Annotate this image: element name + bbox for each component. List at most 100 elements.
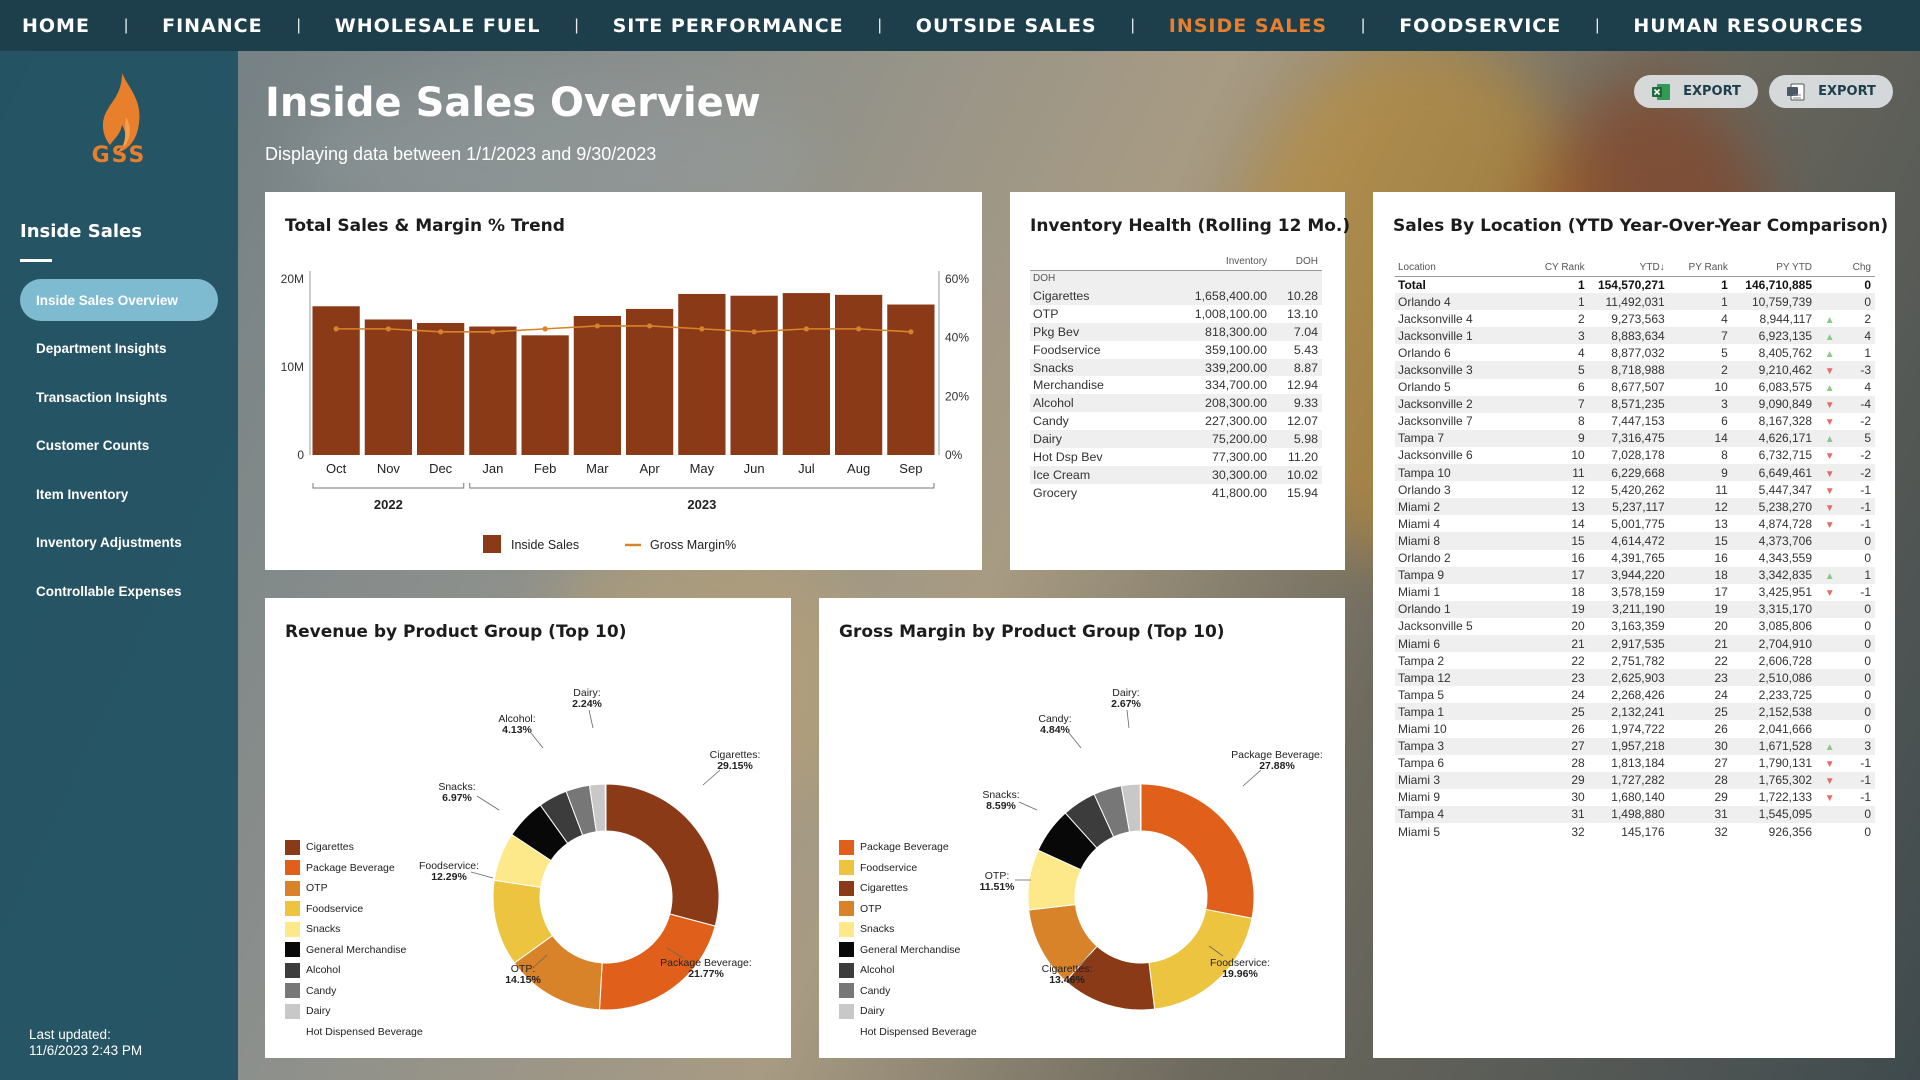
ytd-value: 5,237,117	[1588, 498, 1669, 516]
legend-item[interactable]: Package Beverage	[285, 858, 423, 879]
bar-inside-sales[interactable]	[887, 304, 935, 455]
legend-item[interactable]: Snacks	[839, 919, 977, 940]
bar-inside-sales[interactable]	[835, 294, 883, 455]
rank-change: -1	[1860, 482, 1871, 497]
point-gross-margin[interactable]	[751, 329, 757, 335]
point-gross-margin[interactable]	[385, 326, 391, 332]
sidebar-item-item-inventory[interactable]: Item Inventory	[36, 486, 129, 502]
donut-slice-hot-dispensed-beverage[interactable]	[1139, 783, 1142, 832]
ytd-value: 3,163,359	[1611, 619, 1665, 634]
nav-item-site-performance[interactable]: SITE PERFORMANCE	[612, 14, 844, 37]
data-label-name: Package Beverage:	[660, 957, 752, 969]
legend-item[interactable]: OTP	[285, 878, 423, 899]
legend-item[interactable]: General Merchandise	[839, 940, 977, 961]
point-gross-margin[interactable]	[856, 326, 862, 332]
legend-item[interactable]: Cigarettes	[285, 837, 423, 858]
legend-item[interactable]: Foodservice	[839, 858, 977, 879]
nav-item-outside-sales[interactable]: OUTSIDE SALES	[915, 14, 1097, 37]
point-gross-margin[interactable]	[699, 326, 705, 332]
data-label-leader	[702, 769, 721, 786]
ytd-value: 1,813,184	[1611, 756, 1665, 771]
point-gross-margin[interactable]	[490, 329, 496, 335]
legend-swatch	[839, 1024, 854, 1040]
legend-item[interactable]: Dairy	[285, 1001, 423, 1022]
export-excel-button[interactable]: EXPORT	[1634, 75, 1758, 108]
legend-item[interactable]: Dairy	[839, 1001, 977, 1022]
legend-item[interactable]: Foodservice	[285, 899, 423, 920]
bar-inside-sales[interactable]	[573, 315, 621, 455]
table-row: Jacksonville 7 8 7,447,153 6 8,167,328 ▼ -2	[1395, 413, 1875, 430]
bar-inside-sales[interactable]	[521, 335, 569, 455]
doh-value: 12.94	[1286, 378, 1318, 393]
bar-inside-sales[interactable]	[469, 326, 517, 455]
legend-item[interactable]: Hot Dispensed Beverage	[285, 1022, 423, 1043]
location-name: Tampa 7	[1395, 429, 1522, 447]
nav-item-human-resources[interactable]: HUMAN RESOURCES	[1633, 14, 1864, 37]
bar-inside-sales[interactable]	[782, 293, 830, 455]
sidebar-item-department-insights[interactable]: Department Insights	[36, 341, 167, 356]
x-tick-label: Mar	[586, 461, 609, 476]
legend-label: Dairy	[860, 1005, 885, 1018]
column-header[interactable]: CY Rank	[1521, 260, 1589, 277]
sidebar-item-inventory-adjustments[interactable]: Inventory Adjustments	[36, 535, 182, 550]
legend-item[interactable]: Snacks	[285, 919, 423, 940]
last-updated: Last updated: 11/6/2023 2:43 PM	[29, 1027, 142, 1059]
py-ytd-value: 1,671,528	[1731, 737, 1817, 755]
point-gross-margin[interactable]	[803, 326, 809, 332]
point-gross-margin[interactable]	[594, 323, 600, 329]
legend-item[interactable]: Candy	[839, 981, 977, 1002]
legend-item[interactable]: Candy	[285, 981, 423, 1002]
card-title: Total Sales & Margin % Trend	[285, 216, 565, 236]
legend-item[interactable]: OTP	[839, 899, 977, 920]
py-ytd-value: 3,425,951	[1758, 585, 1813, 600]
column-header[interactable]: Location	[1395, 260, 1522, 277]
donut-slice-package-beverage[interactable]	[1140, 783, 1255, 919]
x-tick-label: May	[690, 461, 715, 476]
nav-separator: |	[1130, 16, 1135, 34]
nav-item-foodservice[interactable]: FOODSERVICE	[1399, 14, 1562, 37]
bar-inside-sales[interactable]	[730, 295, 778, 455]
point-gross-margin[interactable]	[647, 323, 653, 329]
table-row: Hot Dsp Bev 77,300.00 11.20	[1030, 448, 1322, 466]
point-gross-margin[interactable]	[542, 326, 548, 332]
data-label-value: 13.46%	[1049, 974, 1085, 986]
rank-change: 4	[1843, 327, 1875, 345]
sidebar-item-inside-sales-overview[interactable]: Inside Sales Overview	[20, 279, 218, 321]
point-gross-margin[interactable]	[908, 329, 914, 335]
nav-item-wholesale-fuel[interactable]: WHOLESALE FUEL	[334, 14, 541, 37]
nav-item-home[interactable]: HOME	[22, 14, 90, 37]
legend-item[interactable]: Hot Dispensed Beverage	[839, 1022, 977, 1043]
legend-item[interactable]: Package Beverage	[839, 837, 977, 858]
donut-slice-hot-dispensed-beverage[interactable]	[604, 783, 607, 832]
column-header[interactable]: PY YTD	[1731, 260, 1817, 277]
legend-label: OTP	[860, 902, 882, 915]
legend-item[interactable]: Cigarettes	[839, 878, 977, 899]
donut-slice-cigarettes[interactable]	[605, 783, 720, 927]
sidebar-item-customer-counts[interactable]: Customer Counts	[36, 438, 150, 453]
legend-item[interactable]: General Merchandise	[285, 940, 423, 961]
point-gross-margin[interactable]	[438, 329, 444, 335]
nav-item-finance[interactable]: FINANCE	[162, 14, 263, 37]
data-label-value: 2.67%	[1111, 698, 1141, 710]
nav-item-inside-sales[interactable]: INSIDE SALES	[1168, 14, 1328, 37]
data-label-leader	[476, 795, 500, 811]
column-header[interactable]: Chg	[1843, 260, 1875, 277]
bar-inside-sales[interactable]	[678, 293, 726, 455]
bar-inside-sales[interactable]	[364, 319, 412, 455]
bar-inside-sales[interactable]	[417, 323, 465, 455]
sidebar-item-controllable-expenses[interactable]: Controllable Expenses	[36, 583, 182, 599]
point-gross-margin[interactable]	[333, 326, 339, 332]
location-name: Miami 10	[1398, 721, 1447, 736]
legend-item[interactable]: Alcohol	[839, 960, 977, 981]
bar-inside-sales[interactable]	[626, 308, 674, 455]
column-header[interactable]: PY Rank	[1668, 260, 1732, 277]
sidebar-item-transaction-insights[interactable]: Transaction Insights	[36, 389, 168, 405]
column-header[interactable]: Inventory	[1225, 255, 1268, 267]
column-header[interactable]: DOH	[1295, 255, 1318, 267]
export-pdf-button[interactable]: EXPORT	[1769, 75, 1893, 108]
revenue-product-group-card: Revenue by Product Group (Top 10) Cigare…	[265, 598, 791, 1058]
table-row: Orlando 5 6 8,677,507 10 6,083,575 ▲ 4	[1395, 379, 1875, 396]
rank-change: -1	[1843, 498, 1875, 516]
legend-item[interactable]: Alcohol	[285, 960, 423, 981]
column-header[interactable]: YTD↓	[1588, 260, 1669, 277]
